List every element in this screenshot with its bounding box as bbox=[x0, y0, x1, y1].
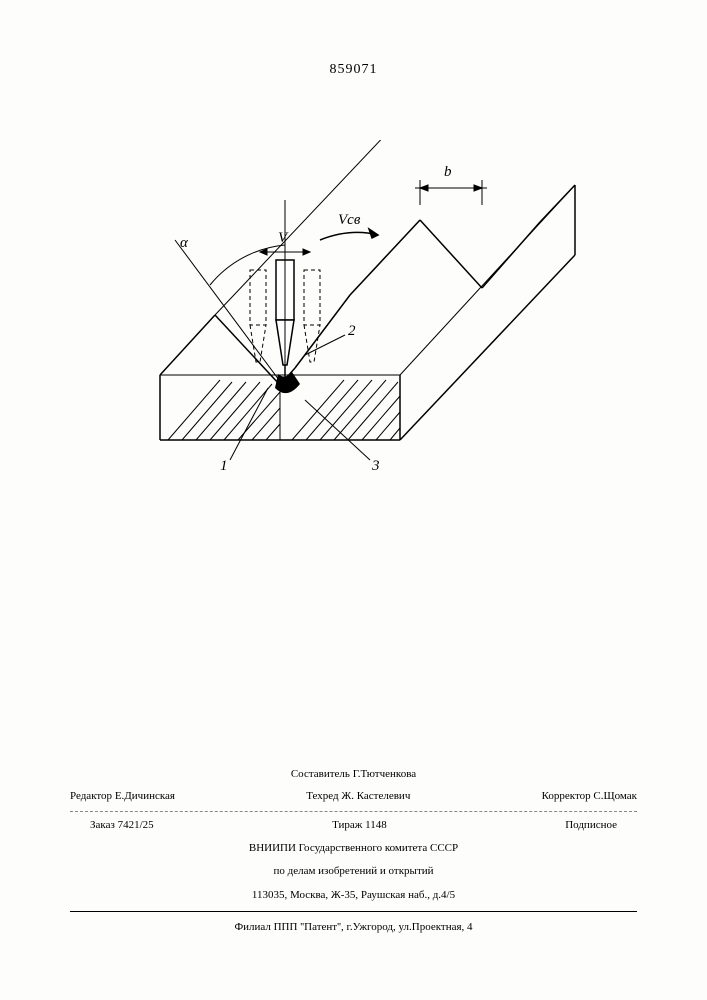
compiler-name: Г.Тютченкова bbox=[353, 768, 416, 780]
circulation-label: Тираж bbox=[332, 819, 362, 831]
compiler-label: Составитель bbox=[291, 768, 350, 780]
footer-colophon: Составитель Г.Тютченкова Редактор Е.Дичи… bbox=[70, 763, 637, 940]
corrector-label: Корректор bbox=[542, 790, 591, 802]
techred-label: Техред bbox=[306, 790, 338, 802]
label-alpha: α bbox=[180, 235, 188, 252]
corrector-name: С.Щомак bbox=[593, 790, 637, 802]
editor-name: Е.Дичинская bbox=[115, 790, 175, 802]
label-ref1: 1 bbox=[220, 458, 228, 475]
label-vcb: Vсв bbox=[338, 212, 360, 229]
branch-line: Филиал ППП ''Патент'', г.Ужгород, ул.Про… bbox=[70, 916, 637, 940]
label-ref3: 3 bbox=[372, 458, 380, 475]
org-line1: ВНИИПИ Государственного комитета СССР bbox=[70, 837, 637, 861]
technical-figure: α b V Vсв 1 2 3 bbox=[120, 140, 590, 500]
editor-label: Редактор bbox=[70, 790, 112, 802]
techred-name: Ж. Кастелевич bbox=[341, 790, 410, 802]
order-label: Заказ bbox=[90, 819, 115, 831]
label-b: b bbox=[444, 164, 452, 181]
order-number: 7421/25 bbox=[118, 819, 154, 831]
label-ref2: 2 bbox=[348, 323, 356, 340]
address-line: 113035, Москва, Ж-35, Раушская наб., д.4… bbox=[70, 884, 637, 908]
circulation-number: 1148 bbox=[365, 819, 387, 831]
subscription-text: Подписное bbox=[565, 817, 617, 835]
label-v: V bbox=[278, 230, 287, 247]
org-line2: по делам изобретений и открытий bbox=[70, 860, 637, 884]
document-number: 859071 bbox=[0, 62, 707, 78]
